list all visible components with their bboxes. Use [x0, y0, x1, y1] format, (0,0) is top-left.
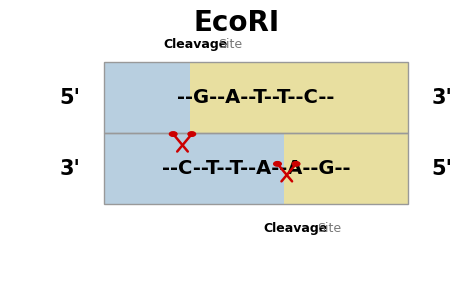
Text: EcoRI: EcoRI: [194, 9, 280, 37]
Text: 3': 3': [431, 88, 452, 108]
Bar: [104, 62, 190, 133]
Circle shape: [169, 132, 177, 136]
Text: 5': 5': [431, 159, 452, 179]
Text: Site: Site: [218, 37, 242, 51]
Circle shape: [292, 162, 300, 166]
Circle shape: [273, 162, 281, 166]
Bar: [104, 62, 408, 133]
Text: 5': 5': [60, 88, 81, 108]
Bar: [284, 133, 408, 204]
Text: --C--T--T--A--A--G--: --C--T--T--A--A--G--: [162, 160, 350, 178]
Circle shape: [188, 132, 196, 136]
Text: 3': 3': [60, 159, 81, 179]
Bar: [104, 133, 284, 204]
Text: --G--A--T--T--C--: --G--A--T--T--C--: [177, 89, 335, 107]
Text: Cleavage: Cleavage: [263, 222, 328, 235]
Text: Cleavage: Cleavage: [164, 37, 228, 51]
Bar: [190, 62, 408, 133]
Text: Site: Site: [318, 222, 342, 235]
Bar: [104, 133, 408, 204]
